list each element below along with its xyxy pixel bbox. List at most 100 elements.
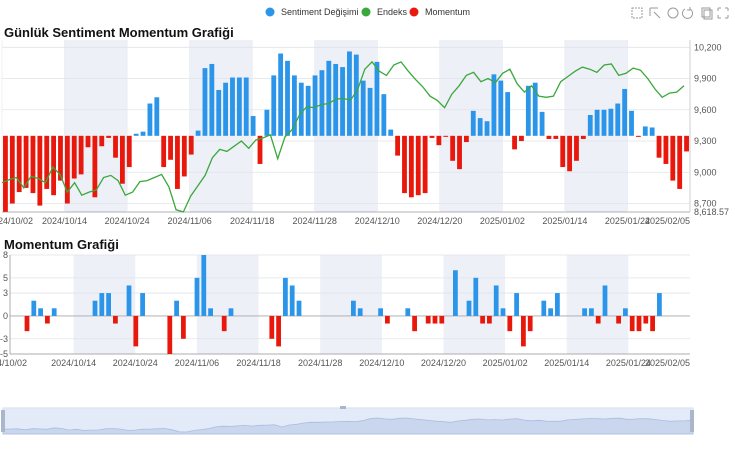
sentiment-bar[interactable] bbox=[140, 131, 146, 136]
momentum-bar[interactable] bbox=[208, 308, 213, 316]
slider-handle-right[interactable] bbox=[690, 410, 694, 432]
momentum-bar[interactable] bbox=[527, 315, 533, 332]
momentum-bar[interactable] bbox=[113, 315, 118, 324]
momentum-bar[interactable] bbox=[546, 135, 552, 139]
momentum-bar[interactable] bbox=[78, 135, 84, 175]
momentum-bar[interactable] bbox=[541, 300, 547, 316]
momentum-bar[interactable] bbox=[473, 277, 479, 316]
zoom-select-icon[interactable] bbox=[631, 7, 643, 19]
momentum-bar[interactable] bbox=[357, 308, 363, 316]
momentum-bar[interactable] bbox=[85, 135, 91, 148]
sentiment-bar[interactable] bbox=[154, 97, 160, 136]
sentiment-bar[interactable] bbox=[601, 109, 607, 136]
momentum-bar[interactable] bbox=[684, 135, 689, 152]
sentiment-bar[interactable] bbox=[216, 89, 222, 136]
sentiment-bar[interactable] bbox=[622, 88, 628, 136]
momentum-bar[interactable] bbox=[650, 315, 655, 332]
momentum-bar[interactable] bbox=[555, 293, 560, 316]
momentum-bar[interactable] bbox=[99, 135, 105, 147]
momentum-bar[interactable] bbox=[140, 293, 145, 316]
momentum-bar[interactable] bbox=[443, 135, 449, 137]
sentiment-bar[interactable] bbox=[236, 77, 242, 136]
momentum-bar[interactable] bbox=[31, 300, 37, 316]
momentum-bar[interactable] bbox=[457, 135, 462, 170]
momentum-bar[interactable] bbox=[405, 308, 411, 316]
sentiment-bar[interactable] bbox=[326, 60, 332, 136]
momentum-bar[interactable] bbox=[161, 135, 167, 168]
momentum-bar[interactable] bbox=[378, 308, 383, 316]
zoom-reset-icon[interactable] bbox=[649, 7, 661, 19]
momentum-bar[interactable] bbox=[16, 135, 22, 193]
sentiment-bar[interactable] bbox=[250, 116, 256, 136]
sentiment-bar[interactable] bbox=[491, 74, 497, 136]
momentum-bar[interactable] bbox=[643, 315, 649, 324]
momentum-bar[interactable] bbox=[663, 135, 669, 164]
momentum-bar[interactable] bbox=[106, 135, 112, 138]
momentum-bar[interactable] bbox=[37, 135, 43, 206]
momentum-bar[interactable] bbox=[45, 315, 50, 324]
momentum-bar[interactable] bbox=[635, 135, 641, 137]
sentiment-bar[interactable] bbox=[353, 54, 359, 136]
sentiment-bar[interactable] bbox=[587, 114, 593, 136]
sentiment-bar[interactable] bbox=[291, 75, 297, 136]
momentum-bar[interactable] bbox=[507, 315, 513, 332]
momentum-bar[interactable] bbox=[221, 315, 227, 332]
sentiment-bar[interactable] bbox=[381, 94, 387, 136]
momentum-bar[interactable] bbox=[51, 135, 57, 196]
momentum-bar[interactable] bbox=[567, 135, 573, 172]
momentum-bar[interactable] bbox=[514, 293, 519, 316]
refresh-icon[interactable] bbox=[682, 7, 693, 19]
momentum-bar[interactable] bbox=[3, 135, 8, 212]
momentum-bar[interactable] bbox=[656, 135, 662, 158]
momentum-bar[interactable] bbox=[188, 135, 194, 155]
momentum-bar[interactable] bbox=[623, 308, 628, 316]
sentiment-bar[interactable] bbox=[202, 68, 208, 136]
momentum-bar[interactable] bbox=[126, 135, 132, 168]
momentum-bar[interactable] bbox=[269, 315, 275, 339]
sentiment-bar[interactable] bbox=[264, 109, 270, 136]
momentum-bar[interactable] bbox=[113, 135, 118, 158]
momentum-bar[interactable] bbox=[412, 315, 417, 332]
momentum-bar[interactable] bbox=[133, 315, 139, 347]
momentum-bar[interactable] bbox=[194, 277, 200, 316]
momentum-bar[interactable] bbox=[64, 135, 70, 204]
sentiment-bar[interactable] bbox=[525, 85, 531, 136]
momentum-bar[interactable] bbox=[174, 300, 179, 316]
momentum-bar[interactable] bbox=[450, 135, 456, 161]
sentiment-bar[interactable] bbox=[271, 75, 277, 136]
momentum-bar[interactable] bbox=[276, 315, 281, 347]
momentum-bar[interactable] bbox=[415, 135, 421, 196]
sentiment-bar[interactable] bbox=[230, 77, 235, 136]
momentum-bar[interactable] bbox=[595, 315, 601, 324]
sentiment-bar[interactable] bbox=[505, 92, 511, 136]
momentum-bar[interactable] bbox=[99, 293, 105, 316]
momentum-bar[interactable] bbox=[92, 300, 98, 316]
momentum-bar[interactable] bbox=[201, 255, 207, 316]
sentiment-bar[interactable] bbox=[340, 67, 345, 136]
momentum-bar[interactable] bbox=[283, 277, 288, 316]
legend[interactable]: Sentiment Değişimi Endeks Momentum bbox=[265, 7, 471, 17]
sentiment-bar[interactable] bbox=[133, 133, 139, 136]
momentum-bar[interactable] bbox=[616, 315, 621, 324]
momentum-bar[interactable] bbox=[58, 135, 63, 181]
slider-move-handle[interactable] bbox=[340, 406, 346, 409]
momentum-bar[interactable] bbox=[677, 135, 683, 189]
momentum-bar[interactable] bbox=[580, 135, 586, 139]
momentum-bar[interactable] bbox=[466, 300, 472, 316]
momentum-bar[interactable] bbox=[228, 308, 234, 316]
momentum-bar[interactable] bbox=[289, 285, 295, 316]
sentiment-bar[interactable] bbox=[642, 126, 648, 136]
sentiment-bar[interactable] bbox=[278, 53, 284, 136]
sentiment-bar[interactable] bbox=[629, 110, 634, 136]
legend-label-momentum[interactable]: Momentum bbox=[425, 7, 470, 17]
momentum-bar[interactable] bbox=[629, 315, 635, 332]
momentum-bar[interactable] bbox=[351, 300, 356, 316]
momentum-bar[interactable] bbox=[30, 135, 36, 194]
sentiment-bar[interactable] bbox=[319, 70, 325, 136]
momentum-bar[interactable] bbox=[589, 308, 594, 316]
sentiment-bar[interactable] bbox=[608, 108, 614, 136]
momentum-bar[interactable] bbox=[395, 135, 401, 156]
fullscreen-icon[interactable] bbox=[717, 7, 729, 19]
momentum-bar[interactable] bbox=[493, 285, 499, 316]
sentiment-bar[interactable] bbox=[360, 80, 366, 136]
